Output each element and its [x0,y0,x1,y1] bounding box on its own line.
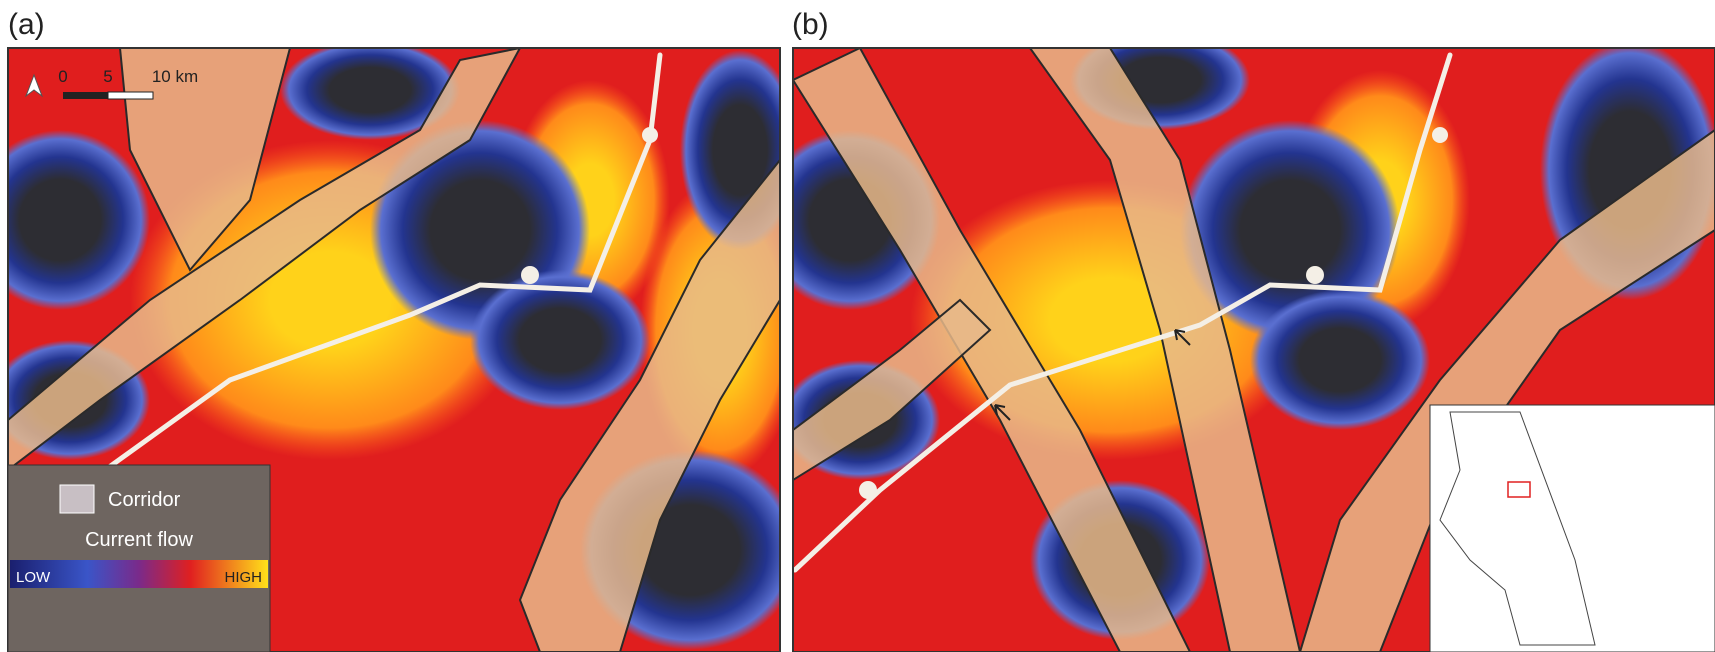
low-flow-area [1250,290,1430,430]
town [1306,266,1324,284]
town [1432,127,1448,143]
scale-label: 10 km [152,67,198,86]
legend-label: Corridor [108,489,181,511]
scale-label: 0 [58,67,67,86]
figure: (a) (b) 0 5 10 km Corridor Current flow … [0,0,1715,652]
inset-map [1430,405,1715,652]
town [859,481,877,499]
legend-title: Current flow [85,529,193,551]
town [521,266,539,284]
panel-label: (a) [8,8,45,41]
panel-label: (b) [792,8,829,41]
scale-bar-segment [108,92,153,99]
legend-swatch [60,485,94,513]
scale-bar-segment [63,92,108,99]
scale-label: 5 [103,67,112,86]
legend-label: HIGH [225,569,263,586]
town [642,127,658,143]
legend-label: LOW [16,569,51,586]
